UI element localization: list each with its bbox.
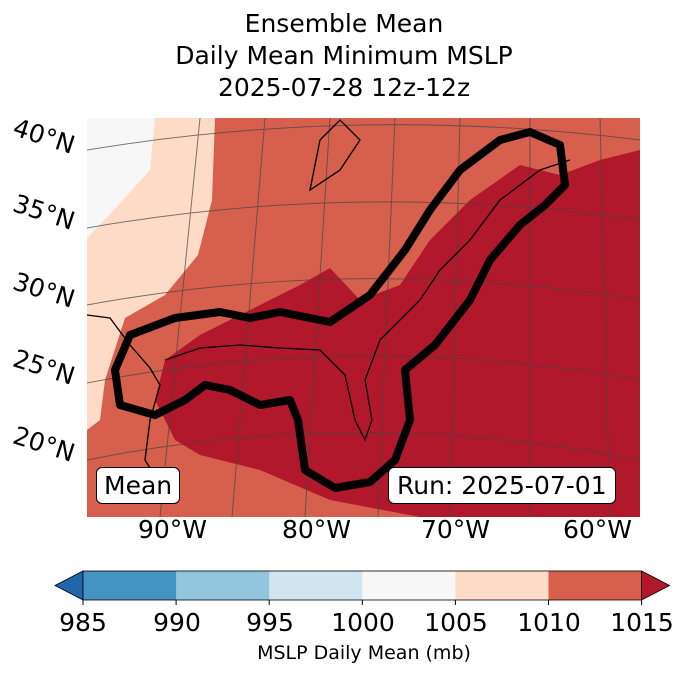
colorbar-segment <box>455 571 549 600</box>
lon-label: 90°W <box>138 515 208 544</box>
colorbar-segment <box>269 571 363 600</box>
lat-label: 40°N <box>9 112 79 160</box>
colorbar-tick: 995 <box>246 608 294 637</box>
title-line-2: Daily Mean Minimum MSLP <box>175 41 513 70</box>
colorbar-extend-low <box>54 570 84 601</box>
colorbar <box>54 570 671 605</box>
title-line-3: 2025-07-28 12z-12z <box>217 73 471 102</box>
colorbar-label: MSLP Daily Mean (mb) <box>257 642 471 664</box>
lat-label: 30°N <box>9 266 79 314</box>
title-line-1: Ensemble Mean <box>244 9 444 38</box>
colorbar-tick: 1010 <box>517 608 581 637</box>
lat-label: 35°N <box>9 188 79 236</box>
colorbar-tick: 1015 <box>610 608 674 637</box>
colorbar-extend-high <box>641 570 671 601</box>
coastline <box>87 119 571 501</box>
lat-label: 25°N <box>9 343 79 391</box>
lon-label: 80°W <box>282 515 352 544</box>
region-1000 <box>87 118 155 238</box>
colorbar-segment <box>362 571 456 600</box>
map <box>87 118 640 517</box>
probability-contour <box>111 128 569 492</box>
region-1015 <box>155 150 640 517</box>
colorbar-segment <box>548 571 643 600</box>
colorbar-tick: 1000 <box>331 608 395 637</box>
lon-label: 60°W <box>563 515 633 544</box>
colorbar-tick: 990 <box>153 608 201 637</box>
colorbar-segment <box>176 571 270 600</box>
run-label: Run: 2025-07-01 <box>388 467 616 504</box>
lon-label: 70°W <box>421 515 491 544</box>
colorbar-tick: 985 <box>59 608 107 637</box>
lat-label: 20°N <box>9 420 79 468</box>
colorbar-tick: 1005 <box>424 608 488 637</box>
colorbar-segment <box>83 571 177 600</box>
mean-label: Mean <box>96 467 181 504</box>
